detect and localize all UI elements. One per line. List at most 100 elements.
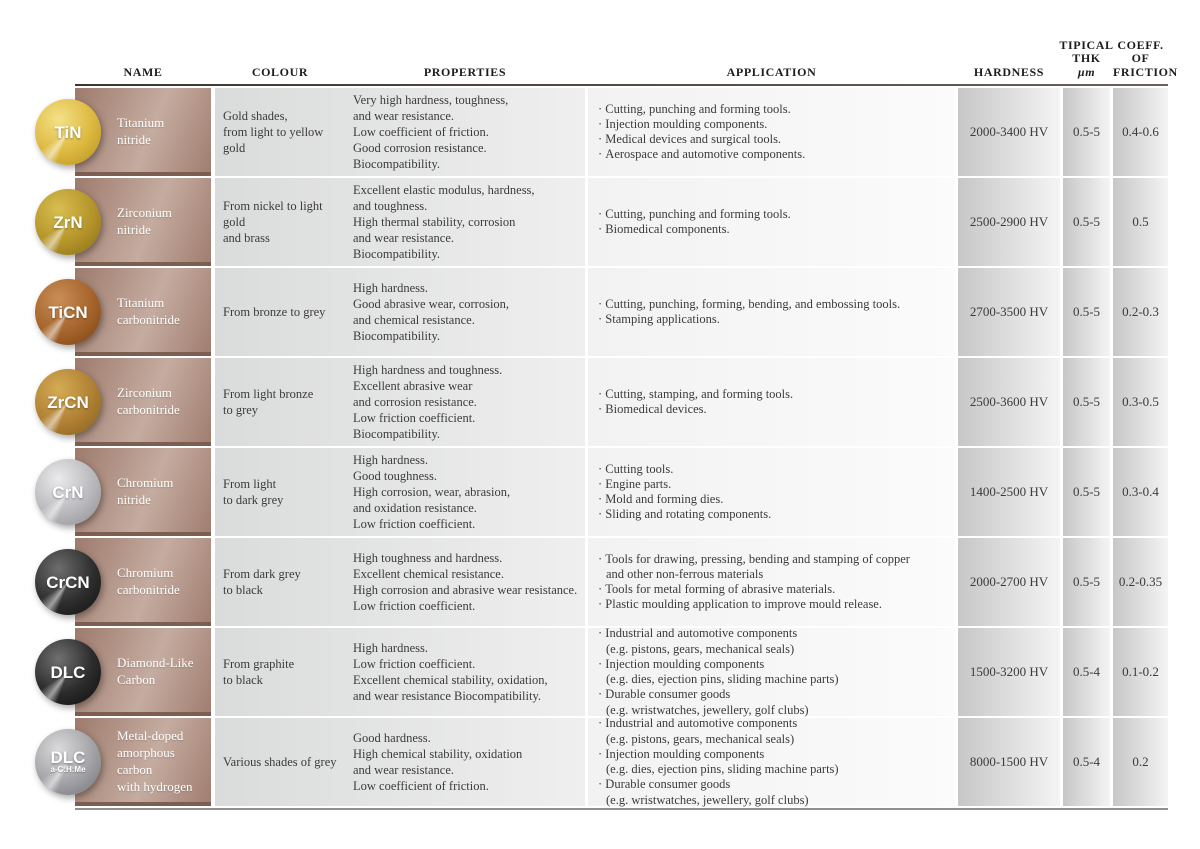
col-header-friction: COEFF. OF FRICTION <box>1113 37 1178 80</box>
material-name: Titanium carbonitride <box>117 295 180 327</box>
hardness-cell: 2700-3500 HV <box>958 268 1060 356</box>
col-header-colour: COLOUR <box>251 65 309 80</box>
name-cell: Zirconium nitride <box>75 178 211 266</box>
material-name: Chromium nitride <box>117 475 174 507</box>
material-row-zrn: ZrN Zirconium nitride From nickel to lig… <box>35 178 1200 266</box>
application-item: Injection moulding components (e.g. dies… <box>594 657 951 688</box>
friction-cell: 0.2-0.3 <box>1113 268 1168 356</box>
detail-strip: From bronze to grey High hardness. Good … <box>215 268 585 356</box>
properties-cell: High hardness. Good abrasive wear, corro… <box>353 281 510 343</box>
friction-cell: 0.4-0.6 <box>1113 88 1168 176</box>
application-item: Industrial and automotive components (e.… <box>594 716 951 747</box>
colour-cell: Various shades of grey <box>223 754 337 769</box>
material-badge: DLC <box>35 639 101 705</box>
header-underline <box>75 84 1168 86</box>
friction-cell: 0.5 <box>1113 178 1168 266</box>
colour-cell: From dark grey to black <box>223 566 301 597</box>
application-cell: Cutting, punching and forming tools.Inje… <box>588 88 955 176</box>
application-cell: Cutting, punching, forming, bending, and… <box>588 268 955 356</box>
application-item: Sliding and rotating components. <box>594 507 951 522</box>
friction-cell: 0.3-0.4 <box>1113 448 1168 536</box>
properties-cell: High hardness. Low friction coefficient.… <box>353 641 548 703</box>
application-item: Cutting tools. <box>594 462 951 477</box>
colour-cell: From light to dark grey <box>223 476 284 507</box>
application-cell: Industrial and automotive components (e.… <box>588 716 955 808</box>
application-item: Tools for metal forming of abrasive mate… <box>594 582 951 597</box>
hardness-cell: 2000-3400 HV <box>958 88 1060 176</box>
detail-strip: Various shades of grey Good hardness. Hi… <box>215 718 585 806</box>
detail-strip: From light bronze to grey High hardness … <box>215 358 585 446</box>
application-item: Cutting, punching, forming, bending, and… <box>594 297 951 312</box>
material-symbol: TiCN <box>48 302 88 322</box>
application-item: Plastic moulding application to improve … <box>594 597 951 612</box>
properties-cell: High hardness. Good toughness. High corr… <box>353 453 511 531</box>
thickness-cell: 0.5-4 <box>1063 628 1110 716</box>
material-symbol: ZrCN <box>47 392 89 412</box>
thickness-header-unit: µm <box>1077 65 1096 80</box>
material-symbol-sub: a-C:H:Me <box>50 765 86 775</box>
application-item: Industrial and automotive components (e.… <box>594 626 951 657</box>
properties-cell: Good hardness. High chemical stability, … <box>353 731 523 793</box>
application-item: Engine parts. <box>594 477 951 492</box>
material-symbol: DLC <box>50 662 86 682</box>
thickness-cell: 0.5-5 <box>1063 538 1110 626</box>
material-badge: DLC a-C:H:Me <box>35 729 101 795</box>
material-symbol: DLC <box>50 748 86 768</box>
material-badge: TiCN <box>35 279 101 345</box>
material-symbol: CrN <box>52 482 84 502</box>
hardness-cell: 2000-2700 HV <box>958 538 1060 626</box>
friction-cell: 0.1-0.2 <box>1113 628 1168 716</box>
detail-strip: From nickel to light gold and brass Exce… <box>215 178 585 266</box>
col-header-hardness: HARDNESS <box>973 65 1045 80</box>
thickness-cell: 0.5-5 <box>1063 178 1110 266</box>
colour-cell: From bronze to grey <box>223 304 326 319</box>
application-item: Biomedical devices. <box>594 402 951 417</box>
material-row-crn: CrN Chromium nitride From light to dark … <box>35 448 1200 536</box>
thickness-cell: 0.5-5 <box>1063 448 1110 536</box>
friction-cell: 0.3-0.5 <box>1113 358 1168 446</box>
colour-cell: From graphite to black <box>223 656 295 687</box>
application-item: Injection moulding components. <box>594 117 951 132</box>
material-name: Chromium carbonitride <box>117 565 180 597</box>
thickness-cell: 0.5-4 <box>1063 718 1110 806</box>
material-name: Titanium nitride <box>117 115 165 147</box>
application-item: Mold and forming dies. <box>594 492 951 507</box>
material-badge: ZrN <box>35 189 101 255</box>
application-item: Durable consumer goods (e.g. wristwatche… <box>594 777 951 808</box>
friction-cell: 0.2-0.35 <box>1113 538 1168 626</box>
col-header-properties: PROPERTIES <box>423 65 507 80</box>
thickness-cell: 0.5-5 <box>1063 88 1110 176</box>
application-item: Biomedical components. <box>594 222 951 237</box>
application-item: Cutting, punching and forming tools. <box>594 102 951 117</box>
material-row-crcn: CrCN Chromium carbonitride From dark gre… <box>35 538 1200 626</box>
hardness-cell: 1400-2500 HV <box>958 448 1060 536</box>
application-item: Medical devices and surgical tools. <box>594 132 951 147</box>
colour-cell: Gold shades, from light to yellow gold <box>223 108 324 156</box>
thickness-header-line1: TIPICAL <box>1059 37 1114 52</box>
material-badge: ZrCN <box>35 369 101 435</box>
table-header: NAME COLOUR PROPERTIES APPLICATION HARDN… <box>75 0 1200 80</box>
colour-cell: From nickel to light gold and brass <box>223 198 323 246</box>
application-item: Cutting, stamping, and forming tools. <box>594 387 951 402</box>
material-badge: CrCN <box>35 549 101 615</box>
application-cell: Cutting, stamping, and forming tools.Bio… <box>588 358 955 446</box>
properties-cell: Very high hardness, toughness, and wear … <box>353 93 509 171</box>
application-cell: Cutting, punching and forming tools.Biom… <box>588 178 955 266</box>
material-name: Metal-doped amorphous carbon with hydrog… <box>117 728 193 794</box>
thickness-cell: 0.5-5 <box>1063 268 1110 356</box>
material-name: Zirconium nitride <box>117 205 172 237</box>
material-row-ticn: TiCN Titanium carbonitride From bronze t… <box>35 268 1200 356</box>
thickness-cell: 0.5-5 <box>1063 358 1110 446</box>
col-header-application: APPLICATION <box>726 65 817 80</box>
material-row-dlc: DLC Diamond-Like Carbon From graphite to… <box>35 626 1200 717</box>
material-symbol: CrCN <box>46 572 90 592</box>
table-body: TiN Titanium nitride Gold shades, from l… <box>0 88 1200 808</box>
detail-strip: From graphite to black High hardness. Lo… <box>215 628 585 716</box>
material-symbol: ZrN <box>53 212 83 232</box>
material-name: Diamond-Like Carbon <box>117 655 194 687</box>
col-header-name: NAME <box>123 65 163 80</box>
col-header-thickness: TIPICAL THK µm <box>1059 38 1113 80</box>
material-badge: TiN <box>35 99 101 165</box>
hardness-cell: 2500-3600 HV <box>958 358 1060 446</box>
material-row-dlc-me: DLC a-C:H:Me Metal-doped amorphous carbo… <box>35 716 1200 808</box>
